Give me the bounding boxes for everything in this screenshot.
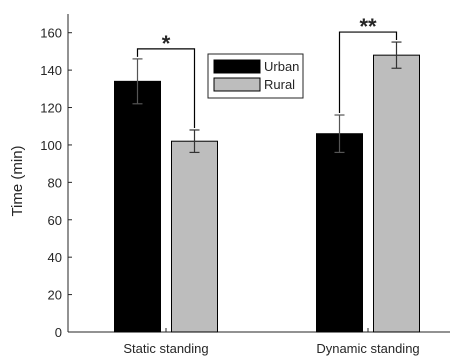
bar xyxy=(114,80,161,333)
error-bars xyxy=(132,41,402,154)
bar xyxy=(171,140,218,333)
y-tick-label: 160 xyxy=(40,26,62,41)
y-tick-label: 40 xyxy=(48,250,62,265)
significance-bracket xyxy=(338,31,398,114)
legend-swatch xyxy=(213,77,261,92)
y-axis-label: Time (min) xyxy=(9,145,26,216)
x-axis: Static standing Dynamic standing xyxy=(123,328,420,356)
y-axis: 0 20 40 60 80 100 120 140 160 xyxy=(40,26,72,340)
y-tick-label: 140 xyxy=(40,63,62,78)
legend: Urban Rural xyxy=(207,53,304,99)
legend-swatch xyxy=(213,59,261,74)
y-tick-label: 100 xyxy=(40,138,62,153)
bar xyxy=(316,133,363,333)
bars xyxy=(114,54,420,333)
y-tick-label: 20 xyxy=(48,288,62,303)
x-tick-label: Static standing xyxy=(123,341,208,356)
legend-label: Rural xyxy=(264,77,295,92)
significance-bracket xyxy=(136,48,196,128)
y-tick-label: 80 xyxy=(48,175,62,190)
y-tick-label: 0 xyxy=(55,325,62,340)
x-tick-label: Dynamic standing xyxy=(316,341,419,356)
significance-markers: *** xyxy=(136,14,398,128)
significance-label: * xyxy=(162,31,171,56)
y-tick-label: 60 xyxy=(48,213,62,228)
significance-label: ** xyxy=(359,14,377,39)
legend-label: Urban xyxy=(264,59,299,74)
bar xyxy=(373,54,420,333)
y-tick-label: 120 xyxy=(40,101,62,116)
